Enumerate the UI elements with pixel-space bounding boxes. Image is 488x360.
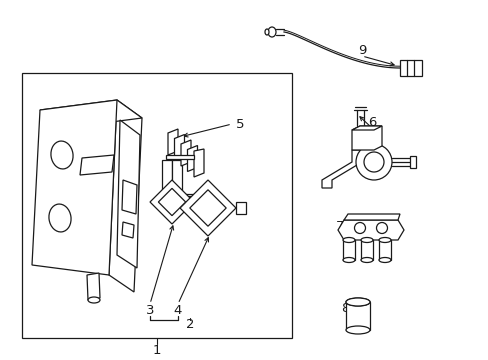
- Polygon shape: [174, 135, 184, 161]
- Polygon shape: [150, 180, 194, 224]
- Circle shape: [355, 144, 391, 180]
- Polygon shape: [168, 129, 178, 155]
- Ellipse shape: [378, 238, 390, 243]
- Text: 4: 4: [173, 303, 182, 316]
- Text: 7: 7: [335, 220, 344, 233]
- Polygon shape: [109, 100, 142, 292]
- Polygon shape: [122, 222, 134, 238]
- Ellipse shape: [360, 238, 372, 243]
- Bar: [409, 156, 415, 168]
- Text: 6: 6: [367, 116, 375, 129]
- Polygon shape: [180, 180, 236, 236]
- Bar: [378, 240, 390, 260]
- Polygon shape: [165, 155, 194, 159]
- Bar: [346, 302, 369, 330]
- Text: 2: 2: [185, 318, 194, 330]
- Bar: [399, 60, 421, 76]
- Ellipse shape: [342, 238, 354, 243]
- Text: 8: 8: [340, 302, 348, 315]
- Circle shape: [363, 152, 383, 172]
- Polygon shape: [189, 190, 226, 226]
- Polygon shape: [158, 188, 185, 216]
- Bar: [22, 73, 291, 338]
- Text: 5: 5: [235, 117, 244, 131]
- Polygon shape: [117, 120, 140, 268]
- Text: 1: 1: [152, 343, 161, 356]
- Polygon shape: [236, 202, 245, 214]
- Ellipse shape: [346, 326, 369, 334]
- Polygon shape: [172, 160, 182, 196]
- Ellipse shape: [342, 257, 354, 262]
- Polygon shape: [343, 214, 399, 220]
- Polygon shape: [181, 140, 191, 166]
- Polygon shape: [80, 155, 114, 175]
- Polygon shape: [351, 126, 381, 130]
- Circle shape: [376, 222, 386, 234]
- Ellipse shape: [51, 141, 73, 169]
- Polygon shape: [122, 180, 137, 214]
- Polygon shape: [194, 149, 203, 177]
- Polygon shape: [162, 160, 203, 208]
- Polygon shape: [351, 126, 381, 150]
- Circle shape: [354, 222, 365, 234]
- Text: 9: 9: [357, 44, 366, 57]
- Ellipse shape: [346, 298, 369, 306]
- Ellipse shape: [267, 27, 275, 37]
- Ellipse shape: [264, 29, 268, 35]
- Ellipse shape: [360, 257, 372, 262]
- Ellipse shape: [49, 204, 71, 232]
- Polygon shape: [87, 273, 100, 300]
- Ellipse shape: [378, 257, 390, 262]
- Bar: [342, 240, 354, 260]
- Polygon shape: [337, 220, 403, 240]
- Bar: [360, 240, 372, 260]
- Text: 3: 3: [145, 303, 154, 316]
- Polygon shape: [187, 145, 197, 171]
- Polygon shape: [40, 100, 142, 128]
- Polygon shape: [321, 150, 361, 188]
- Ellipse shape: [346, 298, 369, 306]
- Polygon shape: [32, 100, 117, 275]
- Ellipse shape: [88, 297, 100, 303]
